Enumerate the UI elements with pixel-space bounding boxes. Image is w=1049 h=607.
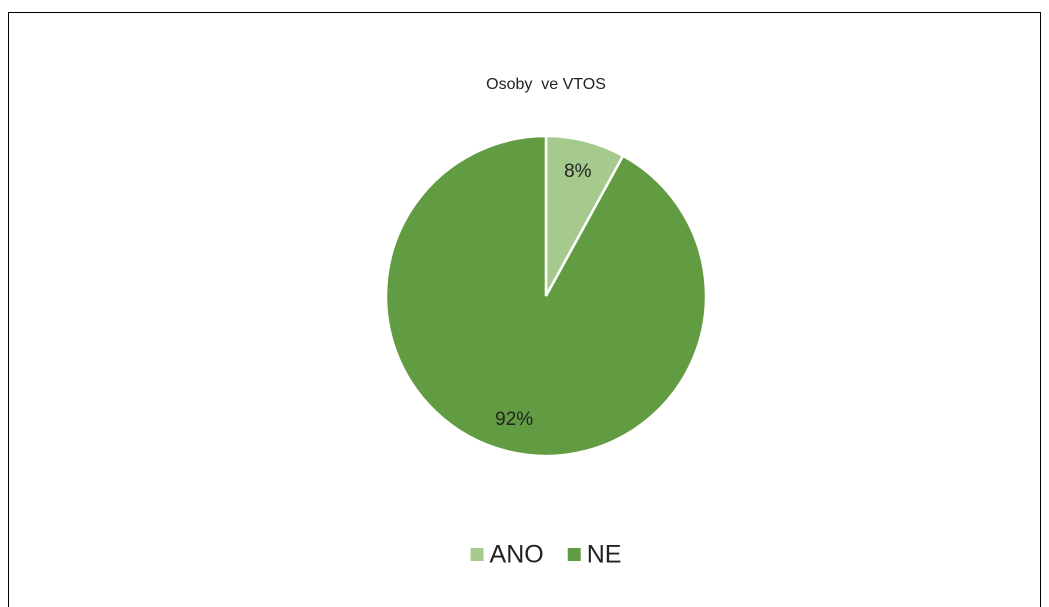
pie-slice <box>384 134 708 458</box>
value-label: 8% <box>564 161 592 182</box>
legend-swatch <box>470 548 484 561</box>
legend-label: NE <box>587 541 622 569</box>
value-label: 92% <box>495 409 533 430</box>
chart-title: Osoby ve VTOS <box>486 76 606 93</box>
legend-swatch <box>567 548 581 561</box>
legend-label: ANO <box>490 541 544 569</box>
